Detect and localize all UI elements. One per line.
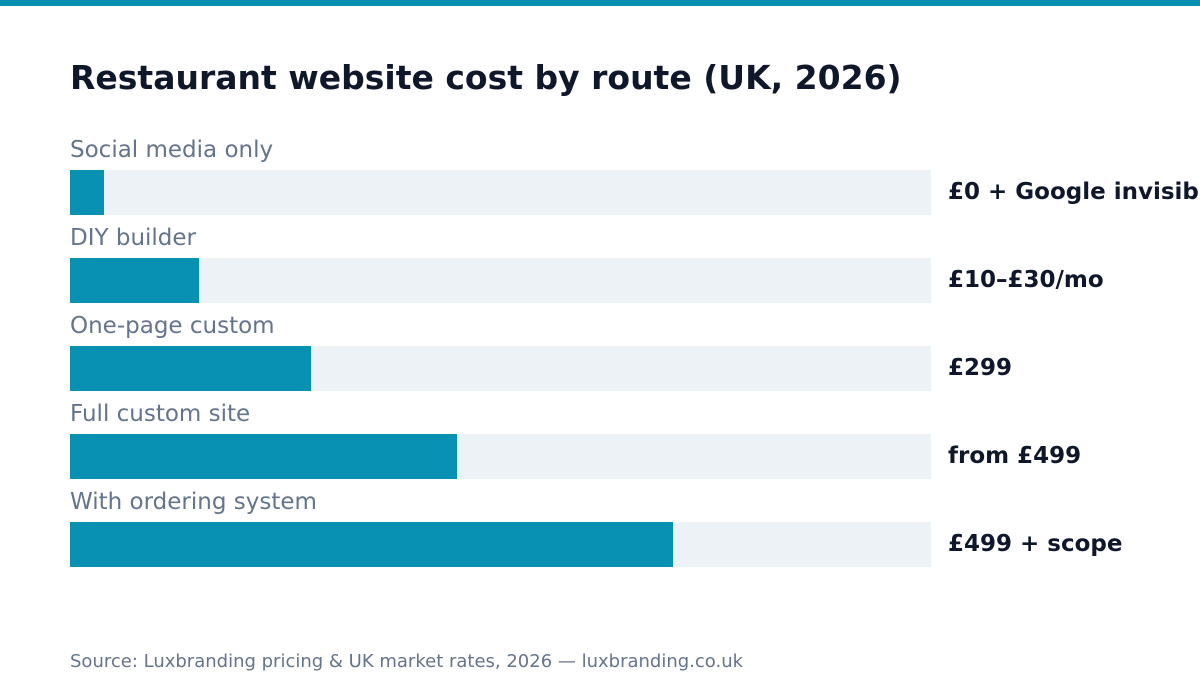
bar-track — [70, 258, 931, 303]
bar-fill — [70, 522, 673, 567]
source-note: Source: Luxbranding pricing & UK market … — [70, 651, 744, 672]
bar-value-label: from £499 — [948, 443, 1082, 469]
bar-category-label: With ordering system — [70, 489, 317, 515]
bar-track — [70, 434, 931, 479]
bar-value-label: £10–£30/mo — [948, 267, 1104, 293]
top-accent-rule — [0, 0, 1200, 6]
bar-category-label: Social media only — [70, 137, 274, 163]
bar-category-label: One-page custom — [70, 313, 275, 339]
bar-track — [70, 170, 931, 215]
bar-value-label: £0 + Google invisibility — [948, 179, 1200, 205]
bar-fill — [70, 434, 457, 479]
bar-value-label: £299 — [948, 355, 1013, 381]
bar-value-label: £499 + scope — [948, 531, 1123, 557]
bar-fill — [70, 258, 199, 303]
bar-category-label: DIY builder — [70, 225, 197, 251]
bar-fill — [70, 346, 311, 391]
bar-track — [70, 522, 931, 567]
bar-fill — [70, 170, 104, 215]
chart-title: Restaurant website cost by route (UK, 20… — [70, 58, 902, 97]
bar-category-label: Full custom site — [70, 401, 251, 427]
bar-track — [70, 346, 931, 391]
